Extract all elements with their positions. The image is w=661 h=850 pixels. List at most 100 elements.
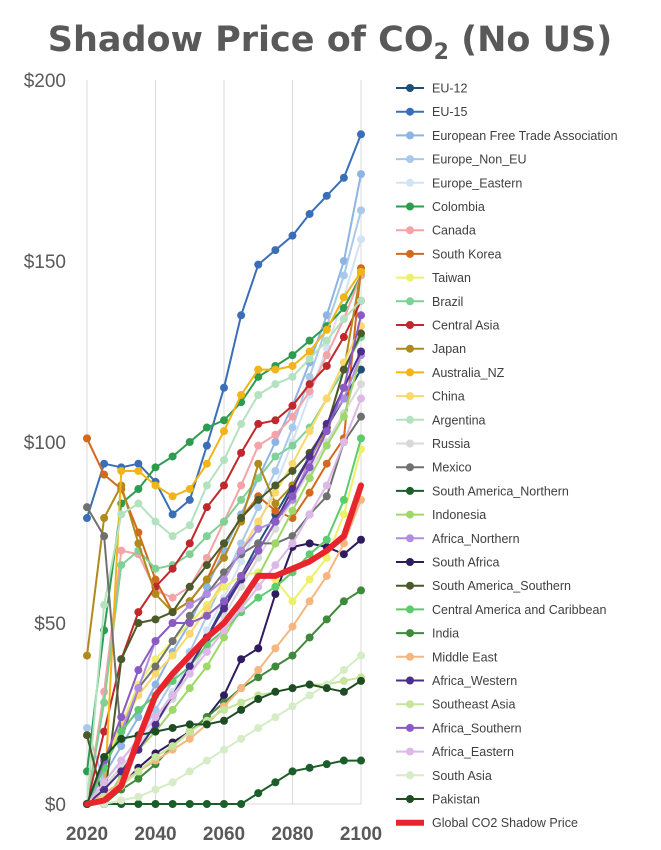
data-point bbox=[237, 448, 246, 457]
data-point bbox=[322, 492, 331, 501]
data-point bbox=[305, 633, 314, 642]
legend-label: Mexico bbox=[432, 461, 472, 475]
legend-swatch-marker bbox=[406, 84, 414, 92]
legend-item: Africa_Western bbox=[396, 674, 517, 688]
legend-swatch-marker bbox=[406, 510, 414, 519]
data-point bbox=[151, 662, 160, 671]
data-point bbox=[271, 517, 280, 526]
legend-swatch-marker bbox=[406, 534, 414, 543]
data-point bbox=[288, 684, 297, 693]
plot-series bbox=[83, 130, 365, 808]
legend-label: Brazil bbox=[432, 295, 463, 309]
data-point bbox=[100, 532, 109, 541]
legend-swatch-marker bbox=[406, 771, 414, 780]
data-point bbox=[151, 575, 160, 584]
x-tick-label: 2040 bbox=[134, 824, 176, 845]
data-point bbox=[305, 463, 314, 472]
data-point bbox=[185, 800, 194, 808]
data-point bbox=[339, 293, 348, 302]
data-point bbox=[288, 651, 297, 660]
data-point bbox=[185, 611, 194, 620]
data-point bbox=[357, 130, 365, 139]
data-point bbox=[100, 514, 109, 523]
data-point bbox=[202, 604, 211, 613]
data-point bbox=[117, 713, 126, 722]
data-point bbox=[271, 644, 280, 653]
legend-item: Canada bbox=[396, 224, 476, 238]
legend: EU-12 EU-15 European Free Trade Associatio… bbox=[396, 82, 618, 830]
legend-label: Africa_Eastern bbox=[432, 745, 514, 759]
data-point bbox=[151, 785, 160, 794]
legend-swatch-marker bbox=[406, 392, 414, 401]
data-point bbox=[322, 351, 331, 360]
data-point bbox=[220, 416, 228, 425]
legend-label: South Africa bbox=[432, 556, 499, 570]
legend-item: Global CO2 Shadow Price bbox=[396, 816, 578, 830]
legend-label: Pakistan bbox=[432, 793, 480, 807]
data-point bbox=[220, 517, 228, 526]
data-point bbox=[202, 611, 211, 620]
data-point bbox=[305, 380, 314, 389]
legend-item: Mexico bbox=[396, 461, 472, 475]
series-argentina bbox=[83, 296, 365, 808]
data-point bbox=[254, 495, 263, 504]
data-point bbox=[254, 673, 263, 682]
data-point bbox=[271, 481, 280, 490]
data-point bbox=[168, 510, 177, 519]
data-point bbox=[168, 452, 177, 461]
data-point bbox=[322, 336, 331, 345]
data-point bbox=[168, 532, 177, 541]
data-point bbox=[151, 481, 160, 490]
data-point bbox=[220, 383, 228, 392]
data-point bbox=[288, 423, 297, 432]
data-point bbox=[288, 351, 297, 360]
data-point bbox=[117, 742, 126, 751]
legend-item: Central Asia bbox=[396, 319, 499, 333]
data-point bbox=[220, 553, 228, 562]
data-point bbox=[305, 691, 314, 700]
series-line bbox=[84, 482, 364, 807]
data-point bbox=[220, 705, 228, 714]
data-point bbox=[134, 539, 143, 548]
data-point bbox=[83, 514, 91, 523]
data-point bbox=[134, 705, 143, 714]
data-point bbox=[271, 713, 280, 722]
data-point bbox=[237, 705, 246, 714]
legend-swatch-marker bbox=[406, 226, 414, 235]
legend-label: Europe_Eastern bbox=[432, 176, 522, 190]
data-point bbox=[168, 742, 177, 751]
data-point bbox=[271, 778, 280, 787]
data-point bbox=[305, 372, 314, 381]
legend-label: Taiwan bbox=[432, 271, 471, 285]
data-point bbox=[237, 546, 246, 555]
y-tick-label: $100 bbox=[24, 433, 66, 454]
data-point bbox=[322, 441, 331, 450]
data-point bbox=[357, 412, 365, 421]
data-point bbox=[220, 597, 228, 606]
series-south-asia bbox=[83, 651, 365, 808]
data-point bbox=[305, 474, 314, 483]
legend-label: South America_Southern bbox=[432, 579, 571, 593]
data-point bbox=[357, 651, 365, 660]
data-point bbox=[322, 459, 331, 468]
data-point bbox=[151, 615, 160, 624]
data-point bbox=[254, 365, 263, 374]
data-point bbox=[254, 789, 263, 798]
x-tick-label: 2100 bbox=[340, 824, 382, 845]
legend-swatch-marker bbox=[406, 178, 414, 187]
legend-label: China bbox=[432, 390, 465, 404]
data-point bbox=[339, 257, 348, 265]
x-tick-label: 2060 bbox=[203, 824, 245, 845]
data-point bbox=[288, 231, 297, 240]
data-point bbox=[288, 412, 297, 421]
data-point bbox=[271, 561, 280, 570]
data-point bbox=[357, 586, 365, 595]
data-point bbox=[254, 517, 263, 526]
legend-swatch-marker bbox=[406, 249, 414, 258]
data-point bbox=[271, 539, 280, 548]
data-point bbox=[271, 466, 280, 475]
data-point bbox=[202, 441, 211, 450]
legend-item: Brazil bbox=[396, 295, 463, 309]
data-point bbox=[322, 571, 331, 580]
